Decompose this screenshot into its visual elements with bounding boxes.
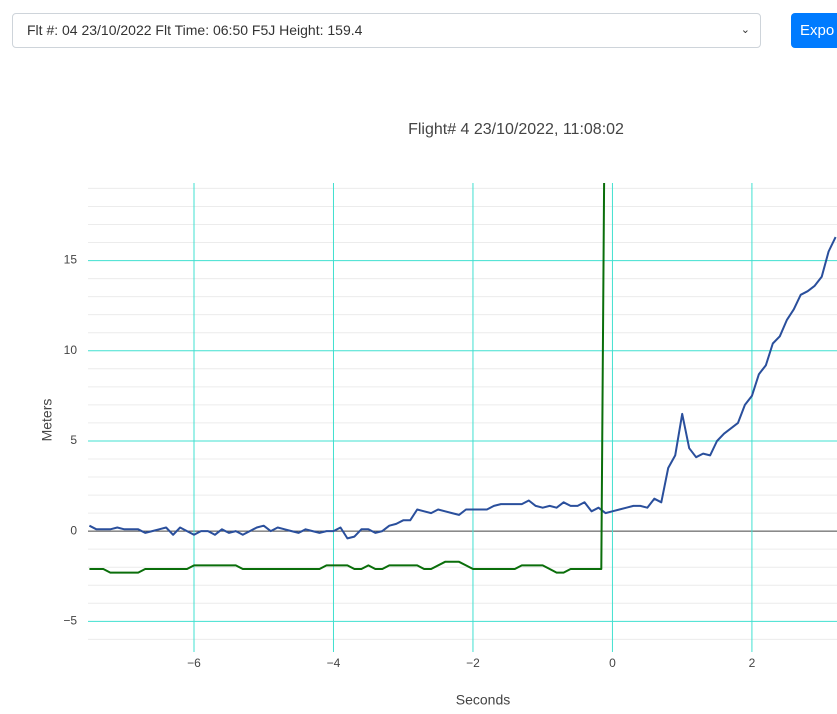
y-tick-label: 5: [70, 433, 77, 447]
y-tick-label: 0: [70, 523, 77, 537]
y-tick-label: 10: [64, 343, 78, 357]
y-tick-label: 15: [64, 253, 78, 267]
x-tick-label: −4: [327, 656, 341, 670]
select-arrow: ⌄: [740, 24, 750, 36]
x-tick-label: −2: [466, 656, 480, 670]
chart-title: Flight# 4 23/10/2022, 11:08:02: [408, 121, 624, 138]
plot-area: [88, 183, 837, 652]
x-axis-label: Seconds: [456, 692, 510, 708]
x-tick-label: 2: [749, 656, 756, 670]
series-line: [88, 236, 837, 540]
export-button[interactable]: Expo: [791, 13, 837, 48]
y-tick-label: −5: [63, 614, 77, 628]
flight-select[interactable]: Flt #: 04 23/10/2022 Flt Time: 06:50 F5J…: [12, 13, 761, 48]
x-tick-label: −6: [187, 656, 201, 670]
select-text: Flt #: 04 23/10/2022 Flt Time: 06:50 F5J…: [27, 22, 363, 38]
series-line: [89, 183, 606, 574]
x-tick-label: 0: [609, 656, 616, 670]
y-axis-label: Meters: [39, 399, 55, 442]
